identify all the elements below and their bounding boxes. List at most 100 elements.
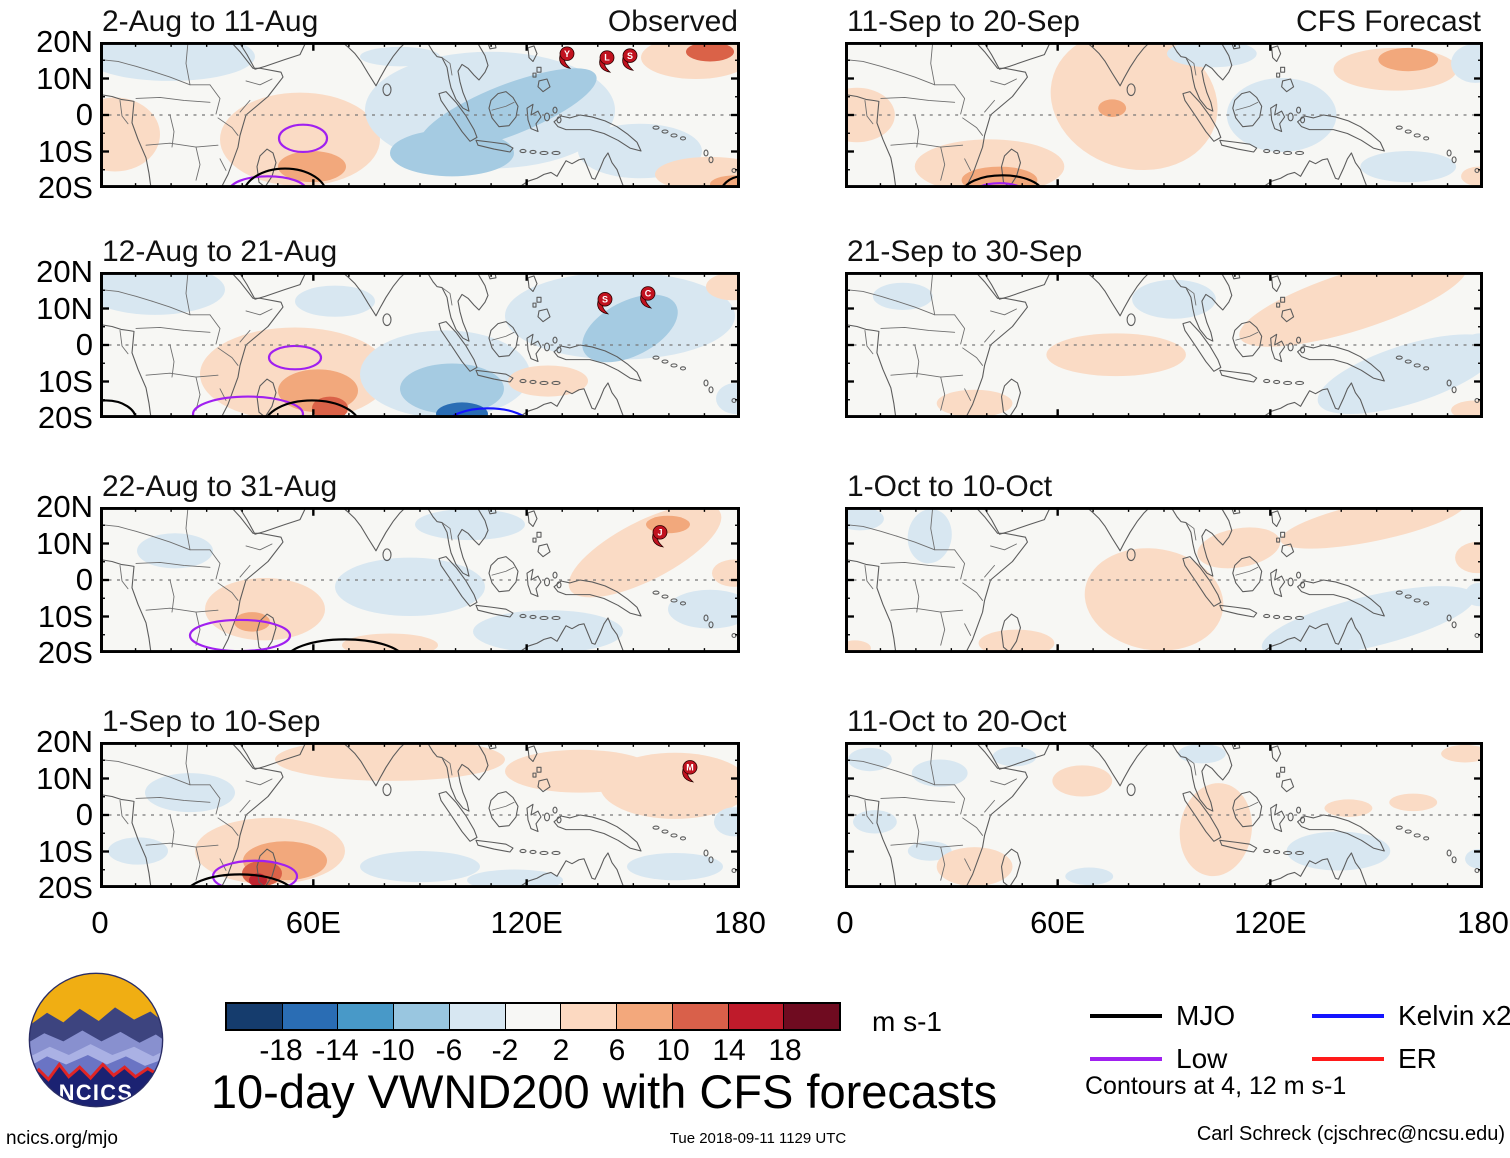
colorbar-cell [784, 1004, 840, 1029]
y-axis-label: 20N [36, 489, 93, 524]
ncics-logo: NCICS [28, 972, 164, 1108]
panel-title: 11-Sep to 20-Sep [847, 5, 1080, 38]
y-axis-label: 10N [36, 290, 93, 326]
legend-line-low [1090, 1057, 1162, 1061]
panel-title: 2-Aug to 11-Aug [102, 5, 319, 38]
colorbar-cell [617, 1004, 673, 1029]
x-axis-label: 60E [285, 905, 341, 940]
colorbar-tick-label: 14 [712, 1034, 746, 1067]
x-axis-label: 180 [1457, 905, 1509, 940]
colorbar-tick-label: 18 [768, 1034, 802, 1067]
panel-title: 21-Sep to 30-Sep [847, 235, 1083, 268]
colorbar-tick-label: -6 [435, 1034, 463, 1067]
column-label: CFS Forecast [1295, 5, 1481, 38]
map-canvas: M [100, 742, 740, 888]
svg-text:S: S [627, 51, 633, 61]
y-axis-label: 20S [37, 400, 93, 435]
map-panel-11-sep-to-20-sep: 11-Sep to 20-Sep CFS Forecast [845, 5, 1483, 188]
panel-title: 12-Aug to 21-Aug [102, 235, 338, 268]
column-label: Observed [607, 5, 738, 38]
colorbar-units-label: m s-1 [872, 1006, 942, 1037]
colorbar-tick-label: 2 [552, 1034, 570, 1067]
colorbar-cell [449, 1004, 506, 1029]
map-panel-1-oct-to-10-oct: 1-Oct to 10-Oct [845, 470, 1483, 653]
x-axis-label: 180 [714, 905, 766, 940]
panel-title: 1-Oct to 10-Oct [847, 470, 1053, 503]
map-canvas [845, 742, 1483, 888]
map-panel-21-sep-to-30-sep: 21-Sep to 30-Sep [845, 235, 1483, 418]
colorbar-cell [561, 1004, 618, 1029]
tropical-cyclone-symbol: J [652, 525, 668, 548]
colorbar-cell [728, 1004, 785, 1029]
y-axis-label: 0 [75, 97, 93, 132]
y-axis-label: 10N [36, 60, 93, 96]
x-axis-label: 120E [490, 905, 563, 940]
y-axis-label: 20S [37, 870, 93, 905]
logo-text: NCICS [59, 1080, 133, 1105]
map-canvas: SC [100, 272, 740, 418]
colorbar-tick-label: 6 [608, 1034, 626, 1067]
colorbar-tick-label: -18 [259, 1034, 303, 1067]
map-panel-11-oct-to-20-oct: 11-Oct to 20-Oct [845, 705, 1483, 888]
y-axis-label: 10S [37, 363, 93, 399]
map-panel-22-aug-to-31-aug: 22-Aug to 31-Aug J [100, 470, 740, 653]
x-axis-label: 0 [91, 905, 109, 940]
colorbar-cell [227, 1004, 283, 1029]
panel-title: 1-Sep to 10-Sep [102, 705, 321, 738]
footer-author: Carl Schreck (cjschrec@ncsu.edu) [1196, 1123, 1505, 1145]
tropical-cyclone-symbol: M [682, 760, 698, 783]
tropical-cyclone-symbol: L [599, 50, 615, 73]
svg-text:L: L [604, 53, 610, 63]
colorbar-tick-label: -2 [491, 1034, 519, 1067]
y-axis-label: 10S [37, 598, 93, 634]
y-axis-label: 20N [36, 724, 93, 759]
tropical-cyclone-symbol: Y [559, 46, 575, 69]
map-panel-2-aug-to-11-aug: 2-Aug to 11-Aug Observed Y L S [100, 5, 740, 188]
y-axis-label: 10N [36, 760, 93, 796]
colorbar-cell [338, 1004, 395, 1029]
svg-text:J: J [657, 528, 662, 538]
legend-line-er [1312, 1057, 1384, 1061]
panel-title: 11-Oct to 20-Oct [847, 705, 1067, 738]
legend-label: Kelvin x2 [1398, 1000, 1510, 1031]
legend-label: Low [1176, 1043, 1228, 1074]
footer-url: ncics.org/mjo [6, 1128, 118, 1149]
x-axis-label: 120E [1234, 905, 1307, 940]
legend-label: ER [1398, 1043, 1437, 1074]
colorbar-cell [394, 1004, 450, 1029]
tropical-cyclone-symbol: S [622, 48, 638, 71]
y-axis-label: 20S [37, 635, 93, 670]
legend-label: MJO [1176, 1000, 1236, 1031]
y-axis-label: 0 [75, 327, 93, 362]
x-axis-label: 60E [1030, 905, 1086, 940]
legend-line-mjo [1090, 1014, 1162, 1018]
y-axis-label: 10S [37, 833, 93, 869]
svg-text:Y: Y [564, 49, 570, 59]
svg-text:M: M [686, 763, 694, 773]
colorbar [225, 1002, 841, 1031]
map-panel-1-sep-to-10-sep: 1-Sep to 10-Sep M [100, 705, 740, 888]
map-canvas [845, 42, 1483, 188]
tropical-cyclone-symbol: S [597, 292, 613, 315]
map-canvas [845, 507, 1483, 653]
y-axis-label: 10N [36, 525, 93, 561]
colorbar-cell [505, 1004, 562, 1029]
y-axis-label: 0 [75, 797, 93, 832]
colorbar-cell [672, 1004, 729, 1029]
contour-levels-note: Contours at 4, 12 m s-1 [1085, 1072, 1347, 1100]
panel-title: 22-Aug to 31-Aug [102, 470, 338, 503]
legend-line-kelvin-x2 [1312, 1014, 1384, 1018]
y-axis-label: 20N [36, 254, 93, 289]
svg-text:S: S [602, 294, 608, 304]
map-panel-12-aug-to-21-aug: 12-Aug to 21-Aug S C [100, 235, 740, 418]
colorbar-tick-label: -14 [315, 1034, 359, 1067]
svg-text:C: C [645, 289, 652, 299]
y-axis-label: 0 [75, 562, 93, 597]
colorbar-tick-label: -10 [371, 1034, 415, 1067]
tropical-cyclone-symbol: C [640, 286, 656, 309]
footer-timestamp: Tue 2018-09-11 1129 UTC [669, 1130, 847, 1147]
y-axis-label: 10S [37, 133, 93, 169]
